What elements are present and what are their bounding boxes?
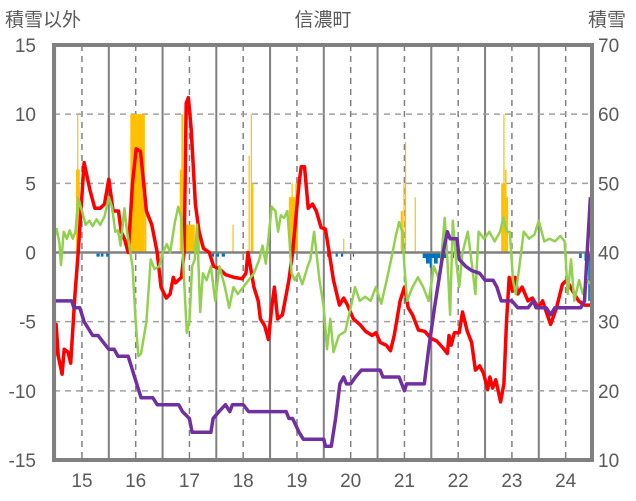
y-right-tick-label: 60 <box>598 105 619 126</box>
bar-positive <box>403 183 405 253</box>
x-tick-label: 20 <box>340 471 361 492</box>
y-left-tick-label: -5 <box>19 313 36 334</box>
bar-positive <box>181 114 183 253</box>
plot-frame <box>52 43 594 462</box>
y-left-tick-label: -10 <box>9 382 36 403</box>
x-tick-label: 23 <box>501 471 522 492</box>
y-left-tick-label: 10 <box>15 105 36 126</box>
bar-positive <box>506 197 509 253</box>
bar-positive <box>144 183 147 253</box>
bar-negative <box>425 252 430 264</box>
series-line-purple <box>54 197 593 448</box>
bar-negative <box>100 252 104 257</box>
x-tick-label: 16 <box>125 471 146 492</box>
y-right-tick-label: 10 <box>598 451 619 472</box>
x-tick-label: 17 <box>179 471 200 492</box>
bar-negative <box>341 252 344 257</box>
bar-positive <box>251 183 254 253</box>
x-tick-label: 19 <box>286 471 307 492</box>
y-left-tick-label: 15 <box>15 36 36 57</box>
bar-positive <box>197 224 201 253</box>
x-tick-label: 22 <box>448 471 469 492</box>
bar-positive <box>184 224 195 253</box>
bar-negative <box>216 252 220 257</box>
y-left-tick-label: 0 <box>25 244 36 265</box>
bar-positive <box>504 169 507 253</box>
bar-negative <box>588 252 590 301</box>
series-lines <box>52 95 593 448</box>
chart-title: 信濃町 <box>294 9 351 31</box>
bar-negative <box>221 252 225 257</box>
bar-positive <box>404 141 407 253</box>
bar-negative <box>429 252 432 268</box>
y-right-tick-label: 20 <box>598 382 619 403</box>
bar-positive <box>414 197 416 253</box>
bar-positive <box>343 238 345 253</box>
y-right-tick-label: 50 <box>598 174 619 195</box>
left-axis-label: 積雪以外 <box>5 9 81 31</box>
bar-positive <box>179 169 183 253</box>
bar-negative <box>352 252 355 257</box>
bar-positive <box>291 183 293 253</box>
bar-negative <box>433 252 438 264</box>
x-tick-label: 18 <box>233 471 254 492</box>
bar-positive <box>503 114 505 253</box>
bar-negative <box>335 252 338 257</box>
x-tick-label: 15 <box>71 471 92 492</box>
series-line-green <box>53 195 592 358</box>
x-tick-label: 24 <box>555 471 577 492</box>
y-right-tick-label: 30 <box>598 313 619 334</box>
bar-negative <box>579 252 582 259</box>
y-right-tick-label: 70 <box>598 36 619 57</box>
y-left-tick-label: 5 <box>25 174 36 195</box>
bar-negative <box>96 252 100 257</box>
bar-positive <box>250 114 252 253</box>
series-line-red <box>52 95 591 404</box>
bar-negative <box>212 252 215 257</box>
bars <box>54 114 592 301</box>
bar-positive <box>232 224 234 253</box>
y-right-tick-label: 40 <box>598 244 619 265</box>
y-left-tick-label: -15 <box>9 451 36 472</box>
bar-negative <box>106 252 109 257</box>
right-axis-label: 積雪 <box>588 9 626 31</box>
bar-positive <box>130 114 145 253</box>
x-tick-label: 21 <box>394 471 415 492</box>
bar-positive <box>77 114 79 253</box>
bar-positive <box>248 155 250 253</box>
